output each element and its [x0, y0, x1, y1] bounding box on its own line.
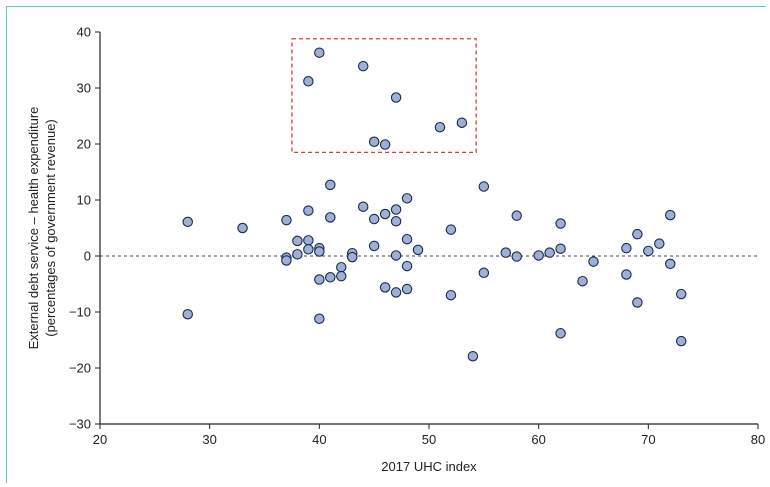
data-point	[303, 235, 314, 246]
data-point	[368, 213, 380, 225]
data-point	[379, 139, 391, 150]
data-point	[237, 222, 248, 234]
data-point	[368, 240, 380, 252]
data-point	[401, 283, 413, 295]
data-point	[643, 245, 654, 257]
data-point	[445, 224, 457, 235]
data-point	[555, 218, 566, 229]
data-point	[390, 92, 402, 103]
y-axis-ticks: −30 −20 −10 0 10 20 30 40	[69, 25, 100, 432]
x-axis-ticks: 20 30 40 50 60 70 80	[93, 424, 765, 447]
x-tick-label: 50	[422, 432, 436, 447]
data-point	[303, 244, 314, 255]
y-axis-title-line1: External debt service – health expenditu…	[26, 107, 41, 350]
x-axis-title: 2017 UHC index	[381, 459, 477, 474]
data-point	[368, 136, 380, 148]
data-point	[336, 261, 347, 273]
data-point	[533, 250, 544, 261]
data-point	[390, 216, 402, 227]
data-point	[325, 272, 336, 283]
y-axis-title-line2: (percentages of government revenue)	[43, 119, 58, 337]
data-point	[292, 235, 303, 247]
data-point	[632, 228, 643, 240]
data-point	[401, 260, 413, 272]
y-tick-label: 20	[77, 137, 91, 152]
data-point	[654, 238, 665, 249]
data-point	[555, 243, 566, 254]
data-point	[588, 256, 599, 267]
data-point	[445, 289, 457, 301]
data-point	[357, 60, 369, 72]
data-point	[346, 251, 358, 263]
data-point	[544, 247, 555, 258]
data-point	[390, 250, 402, 261]
data-point	[303, 205, 314, 216]
data-point	[182, 216, 193, 228]
data-point	[665, 209, 676, 221]
data-point	[325, 179, 336, 191]
x-tick-label: 60	[531, 432, 545, 447]
data-points	[182, 47, 687, 362]
data-point	[314, 274, 325, 285]
data-point	[500, 247, 512, 258]
data-point	[281, 255, 292, 266]
data-point	[401, 193, 413, 204]
data-point	[434, 121, 446, 133]
data-point	[478, 267, 490, 279]
data-point	[390, 204, 402, 215]
y-tick-label: 40	[77, 25, 91, 40]
data-point	[182, 308, 193, 320]
y-tick-label: −10	[69, 305, 91, 320]
data-point	[303, 76, 314, 87]
data-point	[675, 288, 687, 300]
x-tick-label: 70	[641, 432, 655, 447]
x-tick-label: 30	[202, 432, 216, 447]
data-point	[314, 47, 325, 58]
x-tick-label: 80	[751, 432, 765, 447]
x-tick-label: 20	[93, 432, 107, 447]
data-point	[511, 210, 522, 221]
y-tick-label: 30	[77, 81, 91, 96]
data-point	[467, 350, 479, 362]
y-tick-label: −20	[69, 361, 91, 376]
data-point	[632, 297, 643, 308]
data-point	[621, 269, 632, 280]
y-tick-label: −30	[69, 417, 91, 432]
data-point	[555, 328, 566, 339]
data-point	[478, 181, 490, 192]
data-point	[281, 214, 292, 226]
highlight-box	[291, 38, 477, 154]
y-tick-label: 10	[77, 193, 91, 208]
data-point	[292, 249, 303, 260]
data-point	[401, 233, 413, 245]
data-point	[325, 212, 336, 223]
data-point	[511, 251, 522, 262]
figure-frame	[6, 6, 766, 483]
data-point	[379, 282, 391, 293]
data-point	[665, 258, 676, 270]
data-point	[379, 208, 391, 220]
data-point	[314, 246, 325, 257]
data-point	[675, 335, 687, 347]
data-point	[456, 117, 468, 128]
data-point	[621, 242, 632, 254]
data-point	[577, 275, 588, 287]
data-point	[314, 313, 325, 324]
data-point	[357, 201, 369, 212]
y-tick-label: 0	[84, 249, 91, 264]
data-point	[336, 270, 347, 282]
data-point	[412, 244, 424, 256]
data-point	[390, 287, 402, 298]
x-tick-label: 40	[312, 432, 326, 447]
